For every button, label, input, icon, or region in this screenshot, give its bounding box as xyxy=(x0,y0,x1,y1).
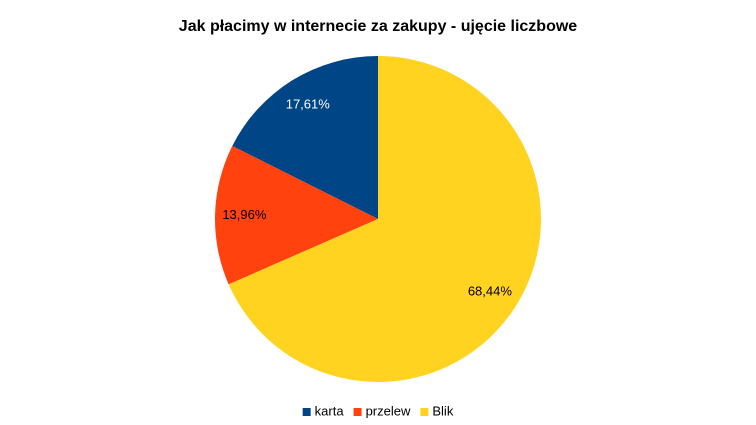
pie-slice xyxy=(232,56,378,219)
chart-title: Jak płacimy w internecie za zakupy - uję… xyxy=(179,18,577,35)
pie-slice xyxy=(228,56,541,382)
legend-label: przelew xyxy=(366,403,411,418)
pie-slice xyxy=(214,145,378,285)
data-label: 68,44% xyxy=(468,284,513,299)
legend-label: Blik xyxy=(432,403,453,418)
legend-swatch xyxy=(420,408,429,416)
legend-swatch xyxy=(302,408,311,416)
legend-label: karta xyxy=(315,403,345,418)
legend-swatch xyxy=(353,408,362,416)
data-label: 17,61% xyxy=(286,97,331,112)
data-label: 13,96% xyxy=(222,207,267,222)
